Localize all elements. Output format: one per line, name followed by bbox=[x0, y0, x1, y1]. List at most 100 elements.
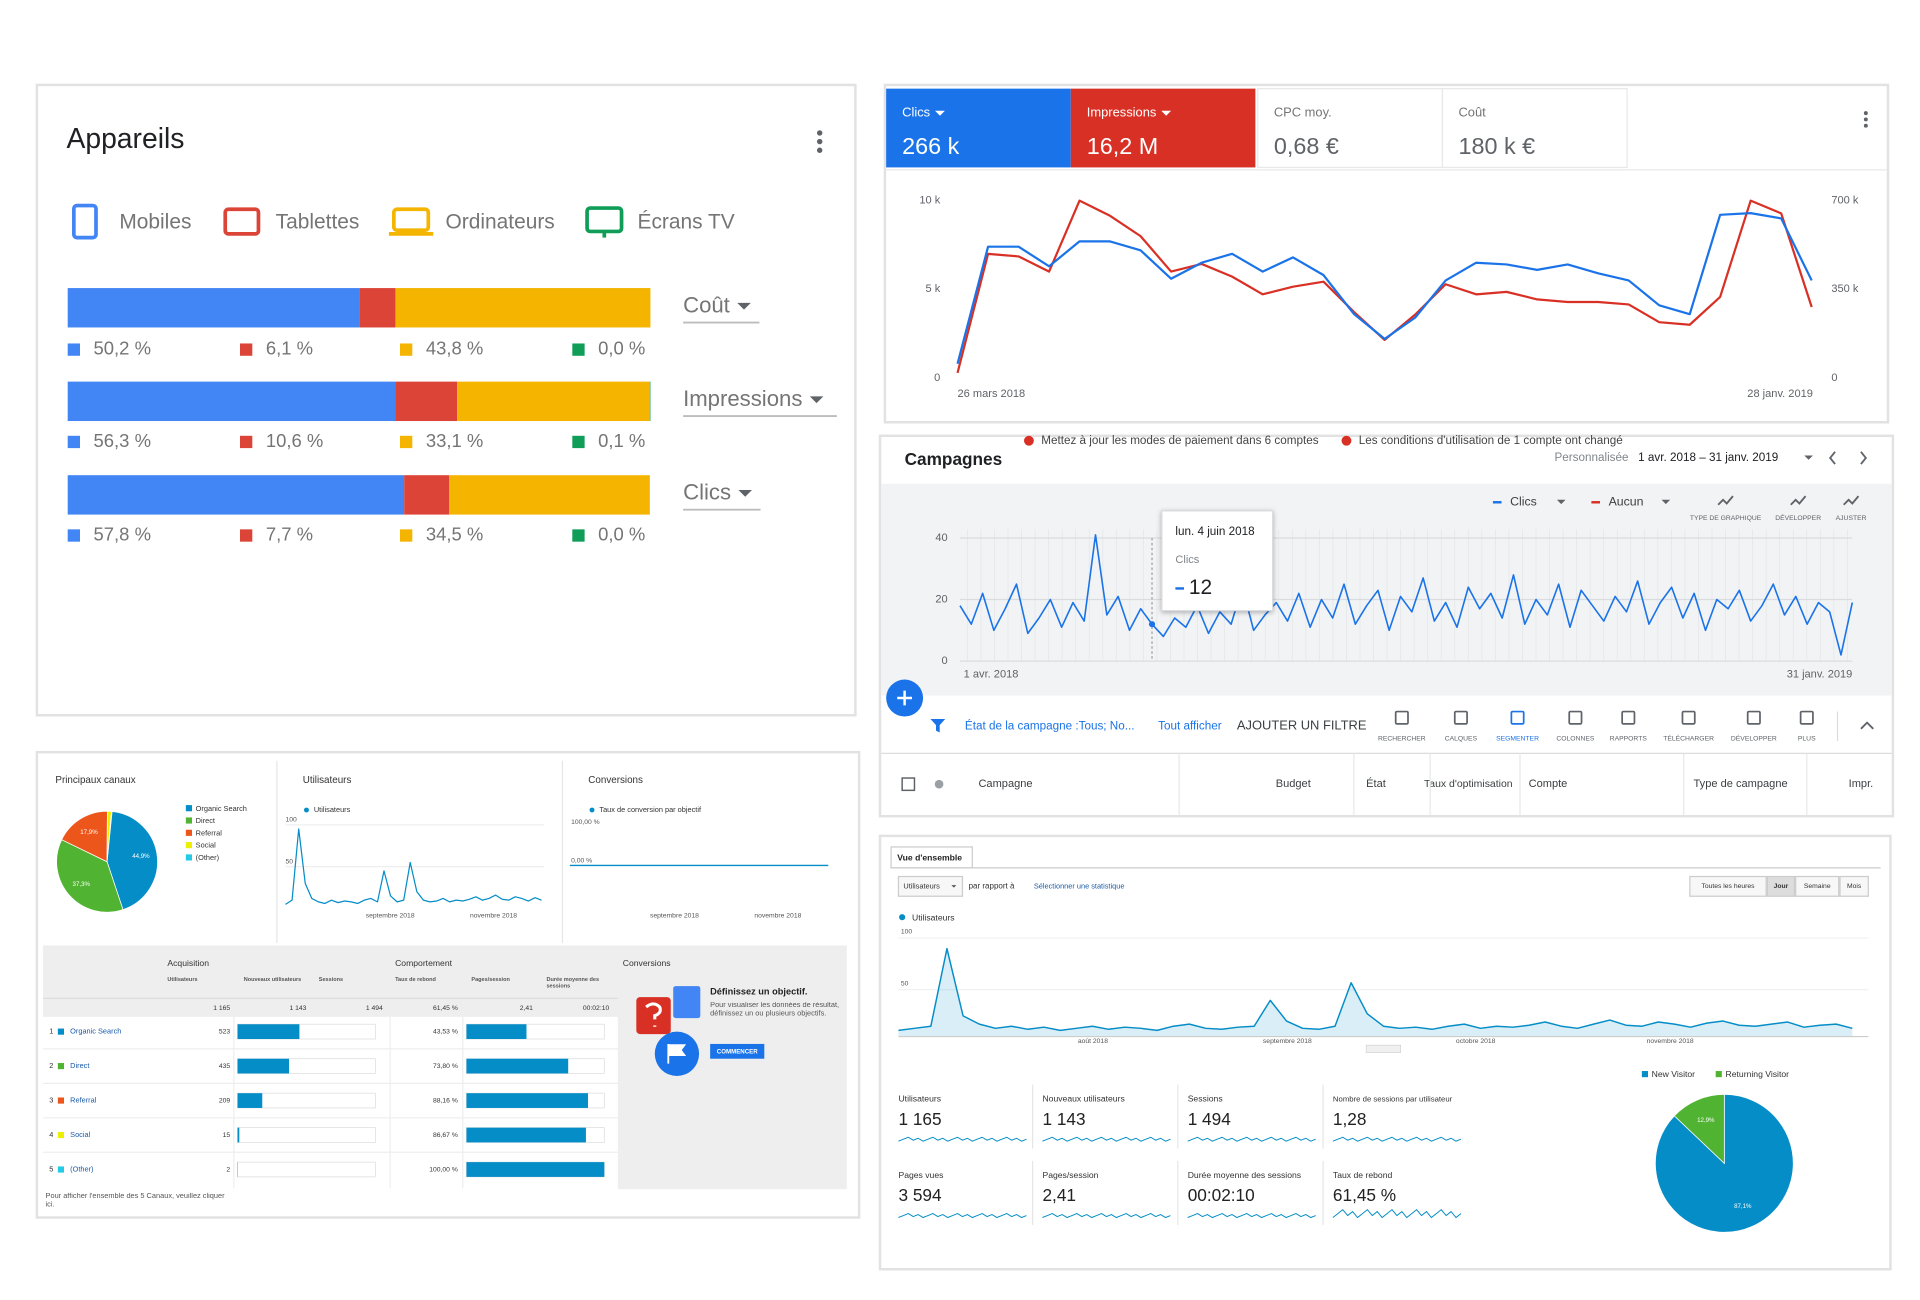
dropdown-arrow bbox=[1804, 455, 1813, 460]
x-tick-label: octobre 2018 bbox=[1456, 1038, 1496, 1045]
x-tick-label: septembre 2018 bbox=[366, 913, 415, 920]
cell-value: 88,16 % bbox=[433, 1097, 458, 1104]
metric-label: Pages vues bbox=[898, 1170, 943, 1180]
dropdown-arrow bbox=[1556, 499, 1566, 505]
metric-label: Pages/session bbox=[1042, 1170, 1098, 1180]
value-label: 56,3 % bbox=[94, 430, 151, 451]
value-label: 57,8 % bbox=[94, 523, 151, 544]
legend-label: Mobiles bbox=[119, 210, 191, 233]
tool-icon bbox=[1568, 710, 1583, 725]
granularity-label: Toutes les heures bbox=[1701, 883, 1755, 890]
column-header: Budget bbox=[1276, 778, 1311, 790]
tool-icon bbox=[1681, 710, 1696, 725]
compare-label: par rapport à bbox=[969, 881, 1015, 890]
device-icon bbox=[72, 203, 98, 240]
checkbox bbox=[901, 777, 916, 792]
group-header: Conversions bbox=[623, 958, 671, 968]
cell-value: 209 bbox=[219, 1097, 231, 1104]
column-header-text: Nouveaux utilisateurs bbox=[243, 976, 302, 983]
tool-icon bbox=[1510, 710, 1525, 725]
metric-value: 1 143 bbox=[1042, 1109, 1085, 1129]
series-line bbox=[956, 211, 1813, 365]
x-tick-label: 31 janv. 2019 bbox=[1787, 669, 1853, 681]
row-swatch bbox=[57, 1028, 64, 1035]
dropdown-arrow bbox=[738, 489, 752, 497]
legend-swatch bbox=[572, 435, 585, 449]
legend-dot bbox=[899, 914, 906, 921]
tooltip-value: 12 bbox=[1189, 576, 1212, 599]
column-header: État bbox=[1366, 777, 1386, 790]
legend-swatch bbox=[240, 435, 253, 449]
legend-label: Ordinateurs bbox=[446, 210, 555, 233]
row-name: (Other) bbox=[70, 1164, 93, 1173]
x-tick-label: novembre 2018 bbox=[470, 913, 517, 920]
cell-value: 15 bbox=[223, 1132, 231, 1139]
date-range: 1 avr. 2018 – 31 janv. 2019 bbox=[1638, 451, 1778, 464]
column-header: Sessions bbox=[319, 976, 343, 982]
cell-value: 523 bbox=[219, 1028, 231, 1035]
menu-dot bbox=[816, 130, 823, 136]
granularity-label: Semaine bbox=[1804, 883, 1831, 890]
add-icon bbox=[897, 690, 912, 706]
chart-area bbox=[881, 483, 1892, 696]
y2-tick-label: 0 bbox=[1831, 372, 1837, 384]
footer-note: Pour afficher l'ensemble des 5 Canaux, v… bbox=[45, 1192, 225, 1209]
menu-dot bbox=[1863, 111, 1868, 116]
dropdown-arrow bbox=[809, 396, 824, 404]
notice: Les conditions d'utilisation de 1 compte… bbox=[1359, 434, 1623, 447]
legend-label: Utilisateurs bbox=[912, 913, 955, 923]
resize-handle bbox=[1365, 1044, 1401, 1053]
device-icon bbox=[392, 207, 431, 233]
value-label: 7,7 % bbox=[266, 523, 313, 544]
column-header-text: Durée moyenne des sessions bbox=[546, 976, 600, 989]
series-line-area bbox=[898, 948, 1853, 1037]
column-header-text: Taux de rebond bbox=[395, 976, 436, 983]
tooltip-metric: Clics bbox=[1175, 554, 1199, 566]
legend-swatch bbox=[185, 854, 192, 861]
tooltip bbox=[1161, 510, 1274, 612]
sparkline bbox=[1042, 1213, 1171, 1219]
sparkline bbox=[1332, 1136, 1462, 1142]
nav-arrow[interactable] bbox=[1860, 451, 1868, 465]
group-header: Comportement bbox=[395, 958, 453, 968]
tool-label: AJUSTER bbox=[1836, 515, 1867, 522]
nav-arrow[interactable] bbox=[1828, 451, 1836, 465]
goal-button-label: COMMENCER bbox=[717, 1049, 758, 1056]
x-tick-label: août 2018 bbox=[1078, 1038, 1108, 1045]
y-tick-label: 100 bbox=[901, 929, 913, 936]
tab-value: 0,68 € bbox=[1274, 133, 1339, 159]
pie-slice bbox=[106, 811, 113, 862]
legend-swatch bbox=[400, 529, 413, 542]
legend-swatch bbox=[185, 829, 192, 836]
show-all-link: Tout afficher bbox=[1158, 719, 1222, 732]
tool-label: COLONNES bbox=[1556, 735, 1594, 742]
pie-label: 87,1% bbox=[1734, 1203, 1752, 1210]
x-tick-label: novembre 2018 bbox=[1647, 1038, 1694, 1045]
cell-bar bbox=[466, 1162, 605, 1177]
metric-label: Utilisateurs bbox=[898, 1094, 941, 1104]
device-icon bbox=[585, 206, 624, 234]
row-swatch bbox=[57, 1131, 64, 1139]
filter-chip: État de la campagne : bbox=[965, 719, 1079, 732]
tab-value: 180 k € bbox=[1458, 133, 1535, 159]
value-label: 0,0 % bbox=[598, 523, 645, 544]
select-link: Sélectionner une statistique bbox=[1034, 881, 1125, 890]
cell-value: 86,67 % bbox=[433, 1132, 458, 1139]
metric-select-label: Utilisateurs bbox=[903, 881, 940, 890]
legend-label: Direct bbox=[196, 816, 215, 825]
metric-select: Clics bbox=[683, 479, 731, 504]
row-name: Referral bbox=[70, 1096, 97, 1105]
cell-bar bbox=[237, 1127, 240, 1143]
collapse-icon[interactable] bbox=[1860, 721, 1874, 730]
tab-value: 266 k bbox=[902, 133, 959, 159]
tool-label: PLUS bbox=[1798, 735, 1816, 742]
dropdown-arrow bbox=[1661, 499, 1671, 505]
x-tick-label: 26 mars 2018 bbox=[958, 388, 1026, 400]
notice: Mettez à jour les modes de paiement dans… bbox=[1041, 434, 1319, 447]
series-line bbox=[959, 534, 1854, 656]
y-tick-label: 0 bbox=[934, 372, 940, 384]
tool-icon bbox=[1843, 495, 1860, 506]
total-value: 00:02:10 bbox=[583, 1005, 610, 1012]
value-label: 10,6 % bbox=[266, 430, 323, 451]
